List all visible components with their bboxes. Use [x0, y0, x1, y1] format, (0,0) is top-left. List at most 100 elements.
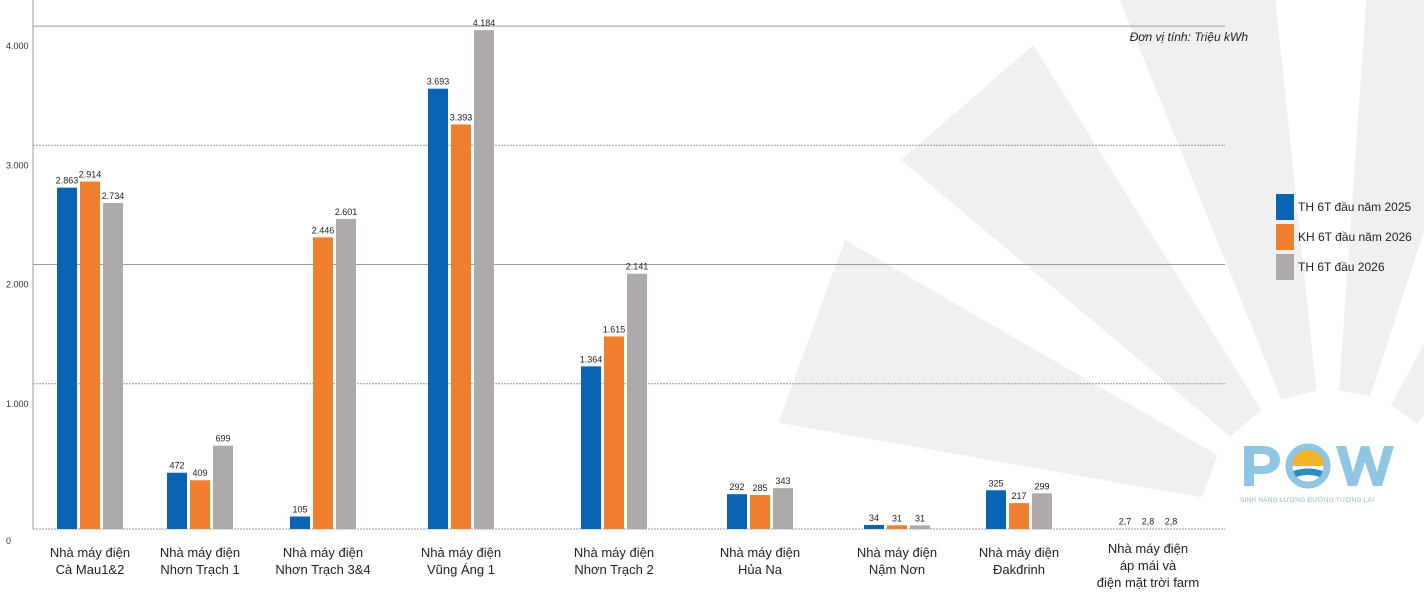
category-label-1-line-1: Nhà máy điện	[50, 545, 130, 560]
data-label-4-series-2: 3.393	[450, 112, 473, 122]
data-label-7-series-3: 31	[915, 513, 925, 523]
data-label-3-series-3: 2.601	[335, 207, 358, 217]
bar-4-series-3	[474, 30, 494, 530]
category-label-5: Nhà máy điện Nhơn Trạch 2	[574, 545, 654, 577]
data-label-1-series-2: 2.914	[79, 170, 102, 180]
bar-1-series-1	[57, 187, 77, 529]
bar-3-series-1	[290, 516, 310, 529]
legend-swatch-series-1	[1276, 194, 1294, 220]
bar-8-series-3	[1032, 493, 1052, 529]
watermark-ray-4	[1339, 0, 1424, 397]
watermark-ray-3	[1120, 0, 1317, 400]
legend-swatch-series-3	[1276, 254, 1294, 280]
category-label-2-line-2: Nhơn Trạch 1	[160, 562, 239, 577]
category-label-4-line-2: Vũng Áng 1	[427, 562, 495, 577]
data-label-5-series-2: 1.615	[603, 324, 626, 334]
bar-2-series-1	[167, 472, 187, 529]
data-label-8-series-1: 325	[988, 478, 1003, 488]
legend-label-series-3: TH 6T đầu 2026	[1298, 260, 1385, 274]
bar-2-series-3	[213, 445, 233, 529]
logo-tagline: SINH NĂNG LƯỢNG ĐƯỜNG TƯƠNG LAI	[1240, 497, 1375, 504]
bar-4-series-1	[428, 88, 448, 529]
legend-label-series-2: KH 6T đầu năm 2026	[1298, 230, 1412, 244]
unit-note: Đơn vị tính: Triệu kWh	[1129, 30, 1248, 44]
sunburst-watermark	[778, 0, 1424, 498]
data-label-4-series-3: 4.184	[473, 18, 496, 28]
data-label-9-series-3: 2,8	[1165, 517, 1178, 527]
data-label-6-series-1: 292	[729, 482, 744, 492]
bar-8-series-1	[986, 490, 1006, 529]
category-label-5-line-2: Nhơn Trạch 2	[574, 562, 653, 577]
category-label-8-line-1: Nhà máy điện	[979, 545, 1059, 560]
legend-swatch-series-2	[1276, 224, 1294, 250]
data-label-1-series-1: 2.863	[56, 176, 79, 186]
category-label-7-line-1: Nhà máy điện	[857, 545, 937, 560]
data-label-2-series-3: 699	[215, 434, 230, 444]
bar-5-series-2	[604, 336, 624, 529]
data-label-7-series-1: 34	[869, 513, 879, 523]
legend-item-series-3: TH 6T đầu 2026	[1276, 252, 1412, 282]
bar-3-series-3	[336, 218, 356, 529]
category-label-8: Nhà máy điện Đakđrinh	[979, 545, 1059, 577]
bar-3-series-2	[313, 237, 333, 529]
category-label-2-line-1: Nhà máy điện	[160, 545, 240, 560]
data-label-6-series-3: 343	[775, 476, 790, 486]
bar-6-series-2	[750, 495, 770, 529]
data-label-3-series-1: 105	[292, 504, 307, 514]
data-label-9-series-1: 2,7	[1119, 517, 1132, 527]
data-label-6-series-2: 285	[752, 483, 767, 493]
category-label-5-line-1: Nhà máy điện	[574, 545, 654, 560]
watermark-ray-2	[901, 45, 1262, 437]
bar-5-series-3	[627, 273, 647, 529]
data-label-9-series-2: 2,8	[1142, 517, 1155, 527]
category-label-3-line-1: Nhà máy điện	[283, 545, 363, 560]
bar-7-series-1	[864, 524, 884, 529]
category-label-9: Nhà máy điện áp mái và điện mặt trời farm	[1097, 541, 1199, 590]
legend-label-series-1: TH 6T đầu năm 2025	[1298, 200, 1412, 214]
pow-logo-mark	[1244, 443, 1394, 489]
category-label-9-line-1: Nhà máy điện	[1108, 541, 1188, 556]
bar-8-series-2	[1009, 503, 1029, 529]
data-label-7-series-2: 31	[892, 513, 902, 523]
data-label-2-series-2: 409	[192, 468, 207, 478]
data-label-5-series-1: 1.364	[580, 354, 603, 364]
legend-item-series-1: TH 6T đầu năm 2025	[1276, 192, 1412, 222]
y-axis: 0 1.000 2.000 3.000 4.000	[6, 41, 29, 546]
category-label-3: Nhà máy điện Nhơn Trạch 3&4	[275, 545, 370, 577]
category-label-3-line-2: Nhơn Trạch 3&4	[275, 562, 370, 577]
category-label-1-line-2: Cà Mau1&2	[56, 562, 125, 577]
category-label-2: Nhà máy điện Nhơn Trạch 1	[160, 545, 240, 577]
data-label-8-series-2: 217	[1011, 491, 1026, 501]
y-tick-label-0: 0	[6, 536, 11, 546]
category-label-7: Nhà máy điện Nậm Nơn	[857, 545, 937, 577]
x-axis-labels: Nhà máy điện Cà Mau1&2 Nhà máy điện Nhơn Tr…	[50, 541, 1199, 590]
category-label-8-line-2: Đakđrinh	[993, 562, 1045, 577]
bar-1-series-2	[80, 181, 100, 530]
bar-6-series-3	[773, 488, 793, 529]
pow-logo: SINH NĂNG LƯỢNG ĐƯỜNG TƯƠNG LAI	[1240, 440, 1410, 504]
legend: TH 6T đầu năm 2025 KH 6T đầu năm 2026 TH…	[1276, 192, 1412, 282]
bar-7-series-2	[887, 525, 907, 529]
bar-2-series-2	[190, 480, 210, 529]
y-tick-label-2000: 2.000	[6, 280, 29, 290]
data-label-1-series-3: 2.734	[102, 191, 125, 201]
category-label-9-line-3: điện mặt trời farm	[1097, 575, 1199, 590]
bar-6-series-1	[727, 494, 747, 529]
data-label-2-series-1: 472	[169, 461, 184, 471]
bar-1-series-3	[103, 203, 123, 529]
category-label-1: Nhà máy điện Cà Mau1&2	[50, 545, 130, 577]
data-label-8-series-3: 299	[1034, 481, 1049, 491]
watermark-ray-5	[1391, 343, 1424, 424]
data-label-3-series-2: 2.446	[312, 225, 335, 235]
y-tick-label-1000: 1.000	[6, 399, 29, 409]
category-label-6-line-2: Hủa Na	[738, 562, 783, 577]
watermark-ray-1	[778, 240, 1218, 498]
category-label-6: Nhà máy điện Hủa Na	[720, 545, 800, 577]
category-label-6-line-1: Nhà máy điện	[720, 545, 800, 560]
category-label-4: Nhà máy điện Vũng Áng 1	[421, 545, 501, 577]
data-label-4-series-1: 3.693	[427, 77, 450, 87]
y-tick-label-4000: 4.000	[6, 41, 29, 51]
category-label-9-line-2: áp mái và	[1120, 558, 1177, 573]
